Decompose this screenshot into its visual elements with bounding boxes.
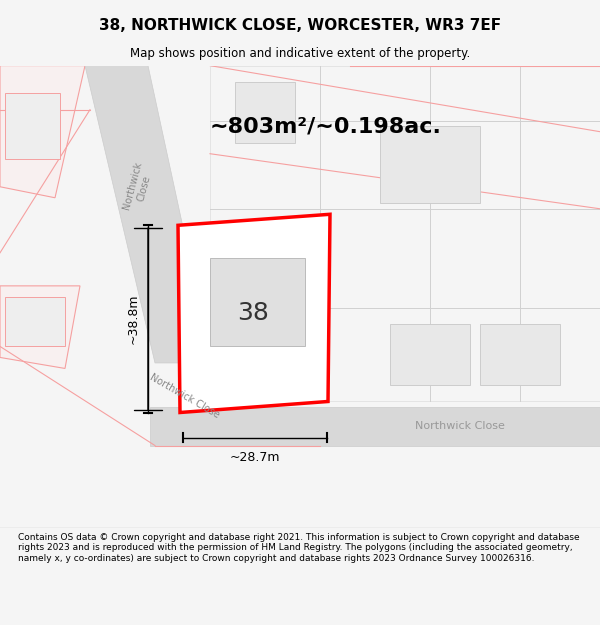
Text: 38: 38 <box>237 301 269 326</box>
Bar <box>235 82 295 142</box>
Polygon shape <box>210 66 600 401</box>
Polygon shape <box>178 214 330 412</box>
Polygon shape <box>85 66 210 363</box>
Bar <box>210 258 305 346</box>
Text: Northwick Close: Northwick Close <box>415 421 505 431</box>
Bar <box>390 324 470 385</box>
Text: ~38.8m: ~38.8m <box>127 294 140 344</box>
Text: 38, NORTHWICK CLOSE, WORCESTER, WR3 7EF: 38, NORTHWICK CLOSE, WORCESTER, WR3 7EF <box>99 18 501 33</box>
Polygon shape <box>0 286 80 369</box>
Bar <box>5 297 65 346</box>
Text: Contains OS data © Crown copyright and database right 2021. This information is : Contains OS data © Crown copyright and d… <box>18 533 580 562</box>
Text: Northwick Close: Northwick Close <box>148 372 221 420</box>
Text: Map shows position and indicative extent of the property.: Map shows position and indicative extent… <box>130 48 470 60</box>
Polygon shape <box>0 66 85 198</box>
Bar <box>5 93 60 159</box>
Bar <box>380 126 480 203</box>
Text: ~28.7m: ~28.7m <box>230 451 280 464</box>
Polygon shape <box>150 407 600 446</box>
Bar <box>480 324 560 385</box>
Text: Northwick
Close: Northwick Close <box>121 160 155 213</box>
Text: ~803m²/~0.198ac.: ~803m²/~0.198ac. <box>210 116 442 136</box>
